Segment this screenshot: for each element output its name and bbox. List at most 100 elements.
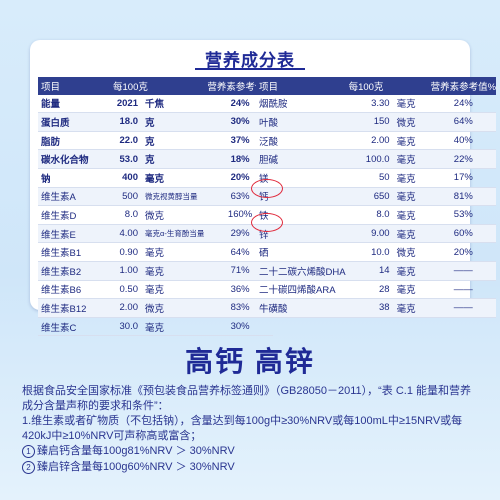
nrv-value: —— — [427, 298, 497, 318]
nrv-value: 81% — [427, 187, 497, 207]
nutrient-name: 蛋白质 — [38, 112, 110, 132]
header-nrv: 营养素参考值% — [204, 77, 273, 95]
note-calcium-text: 臻启钙含量每100g81%NRV ＞ 30%NRV — [37, 445, 235, 457]
amount-unit: 毫克 — [142, 261, 205, 281]
amount-unit: 毫克 — [393, 261, 428, 281]
nutrient-name: 叶酸 — [256, 112, 346, 132]
amount-value: 0.90 — [110, 242, 142, 262]
amount-value: 2.00 — [345, 131, 394, 151]
amount-value: 4.00 — [110, 224, 142, 244]
table-row: 维生素B1 0.90 毫克 64% — [38, 242, 273, 262]
left-nutrition-table: 项目 每100克 营养素参考值% 能量 2021 千焦 24% 蛋白质 18.0 克 30% 脂… — [38, 77, 273, 337]
table-row: 钙 650 毫克 81% — [256, 187, 497, 207]
nrv-value: —— — [427, 280, 497, 300]
nutrient-name: 能量 — [38, 94, 110, 114]
nutrient-name: 维生素B12 — [38, 298, 110, 318]
amount-unit: 克 — [142, 131, 205, 151]
nrv-value: 60% — [427, 224, 497, 244]
table-row: 能量 2021 千焦 24% — [38, 94, 273, 114]
nutrient-name: 烟酰胺 — [256, 94, 346, 114]
nrv-value: 22% — [427, 149, 497, 169]
nrv-value: 24% — [204, 94, 273, 114]
amount-unit: 毫克 — [393, 131, 428, 151]
nrv-value: 64% — [427, 112, 497, 132]
table-row: 泛酸 2.00 毫克 40% — [256, 131, 497, 151]
table-row: 二十碳四烯酸ARA 28 毫克 —— — [256, 280, 497, 300]
table-row: 维生素E 4.00 毫克α-生育酚当量 29% — [38, 224, 273, 244]
amount-value: 2.00 — [110, 298, 142, 318]
table-row: 镁 50 毫克 17% — [256, 168, 497, 188]
amount-unit: 毫克 — [142, 280, 205, 300]
nutrient-name: 胆碱 — [256, 149, 346, 169]
nutrient-name: 钠 — [38, 168, 110, 188]
nrv-value: 83% — [204, 298, 273, 318]
nrv-value: 37% — [204, 131, 273, 151]
standard-paragraph: 根据食品安全国家标准《预包装食品营养标签通则》（GB28050－2011），“表… — [22, 385, 472, 412]
zinc-highlight-circle — [251, 213, 283, 232]
table-row: 维生素A 500 微克视黄醇当量 63% — [38, 187, 273, 207]
table-row: 二十二碳六烯酸DHA 14 毫克 —— — [256, 261, 497, 281]
nrv-value: 18% — [204, 149, 273, 169]
amount-unit: 毫克 — [393, 280, 428, 300]
table-row: 叶酸 150 微克 64% — [256, 112, 497, 132]
amount-value: 28 — [345, 280, 394, 300]
amount-unit: 毫克 — [142, 317, 205, 337]
table-row: 胆碱 100.0 毫克 22% — [256, 149, 497, 169]
amount-value: 150 — [345, 112, 394, 132]
nutrient-name: 脂肪 — [38, 131, 110, 151]
nutrient-name: 维生素B2 — [38, 261, 110, 281]
amount-unit: 微克 — [142, 205, 205, 225]
headline: 高钙 高锌 — [185, 346, 315, 377]
header-per100g: 每100克 — [110, 77, 205, 95]
amount-unit: 微克 — [142, 298, 205, 318]
nutrient-name: 维生素D — [38, 205, 110, 225]
table-row: 铁 8.0 毫克 53% — [256, 205, 497, 225]
amount-value: 650 — [345, 187, 394, 207]
amount-value: 22.0 — [110, 131, 142, 151]
amount-value: 500 — [110, 187, 142, 207]
nrv-value: 71% — [204, 261, 273, 281]
nutrient-name: 牛磺酸 — [256, 298, 346, 318]
nutrient-name: 二十碳四烯酸ARA — [256, 280, 346, 300]
header-per100g: 每100克 — [345, 77, 428, 95]
note-calcium: 1 臻启钙含量每100g81%NRV ＞ 30%NRV — [22, 444, 482, 459]
nrv-value: 20% — [427, 242, 497, 262]
amount-unit: 毫克 — [393, 224, 428, 244]
note-zinc-text: 臻启锌含量每100g60%NRV ＞ 30%NRV — [37, 461, 235, 473]
table-row: 维生素B12 2.00 微克 83% — [38, 298, 273, 318]
vitamin-mineral-rule: 1.维生素或者矿物质（不包括钠），含量达到每100g中≥30%NRV或每100m… — [22, 415, 463, 442]
amount-value: 1.00 — [110, 261, 142, 281]
table-row: 钠 400 毫克 20% — [38, 168, 273, 188]
amount-unit: 微克 — [393, 242, 428, 262]
amount-unit: 毫克 — [142, 242, 205, 262]
nrv-value: 53% — [427, 205, 497, 225]
amount-unit: 毫克 — [393, 298, 428, 318]
table-row: 维生素B6 0.50 毫克 36% — [38, 280, 273, 300]
amount-value: 18.0 — [110, 112, 142, 132]
nrv-value: 40% — [427, 131, 497, 151]
nutrient-name: 维生素C — [38, 317, 110, 337]
amount-unit: 微克 — [393, 112, 428, 132]
amount-value: 8.0 — [110, 205, 142, 225]
table-row: 锌 9.00 毫克 60% — [256, 224, 497, 244]
amount-unit: 千焦 — [142, 94, 205, 114]
nrv-value: —— — [427, 261, 497, 281]
amount-value: 50 — [345, 168, 394, 188]
table-row: 脂肪 22.0 克 37% — [38, 131, 273, 151]
nutrient-name: 硒 — [256, 242, 346, 262]
nutrient-name: 维生素E — [38, 224, 110, 244]
amount-value: 30.0 — [110, 317, 142, 337]
amount-unit: 毫克 — [142, 168, 205, 188]
table-row: 烟酰胺 3.30 毫克 24% — [256, 94, 497, 114]
nrv-value: 30% — [204, 112, 273, 132]
amount-unit: 毫克 — [393, 94, 428, 114]
amount-value: 3.30 — [345, 94, 394, 114]
nrv-value: 30% — [204, 317, 273, 337]
nutrient-name: 碳水化合物 — [38, 149, 110, 169]
amount-unit: 毫克 — [393, 205, 428, 225]
table-row: 硒 10.0 微克 20% — [256, 242, 497, 262]
note-number-1: 1 — [22, 445, 35, 458]
calcium-highlight-circle — [251, 179, 283, 198]
header-nrv: 营养素参考值% — [427, 77, 497, 95]
amount-value: 2021 — [110, 94, 142, 114]
